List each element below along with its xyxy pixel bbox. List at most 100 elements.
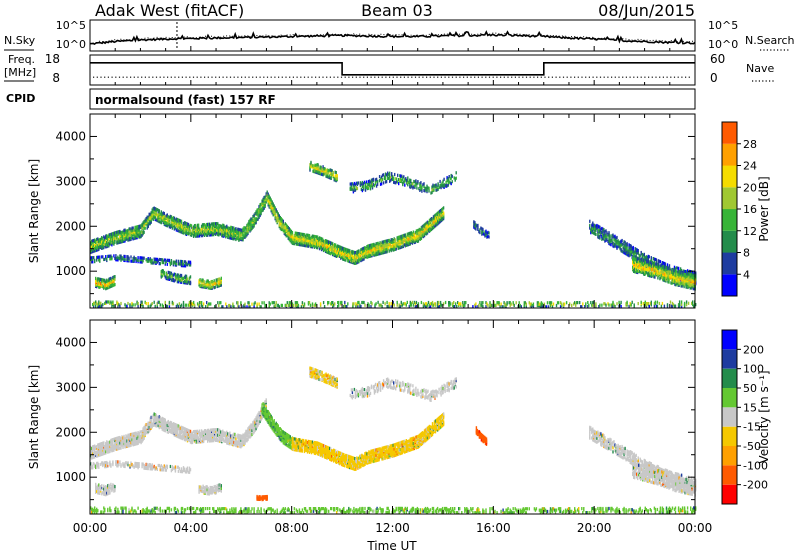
power-cell <box>175 224 178 228</box>
power-cell <box>175 228 178 232</box>
power-cell <box>228 226 230 230</box>
power-cell <box>205 224 207 228</box>
power-cell <box>227 234 229 238</box>
power-cell <box>261 301 263 305</box>
power-cell <box>113 304 115 308</box>
power-cell <box>178 218 181 222</box>
power-cell <box>117 233 119 237</box>
power-cell <box>116 233 118 237</box>
power-cell <box>201 227 204 231</box>
power-cell <box>242 236 244 241</box>
power-cell <box>177 229 180 233</box>
power-cell <box>167 215 169 219</box>
power-cell <box>123 236 125 241</box>
power-cell <box>310 160 312 164</box>
power-cell <box>356 186 359 191</box>
power-cell <box>637 257 639 261</box>
nsearch-right-ticks: 10^5 10^0 <box>708 19 738 51</box>
power-cell <box>174 218 177 222</box>
power-cell <box>231 226 233 230</box>
power-cell <box>117 237 119 241</box>
power-cell <box>122 230 124 234</box>
power-cell <box>385 180 388 184</box>
power-cell <box>134 303 136 307</box>
nsky-label: N.Sky <box>4 34 36 47</box>
nsky-tick-high: 10^5 <box>56 19 86 32</box>
power-cell <box>266 193 268 197</box>
power-cell <box>215 228 217 232</box>
power-cell <box>225 225 227 229</box>
power-cell <box>115 254 117 258</box>
power-cell <box>232 233 234 237</box>
power-cell <box>643 252 645 256</box>
power-cell <box>237 227 239 231</box>
power-cell <box>250 228 252 232</box>
power-cell <box>103 239 105 243</box>
power-cell <box>148 212 150 216</box>
power-cell <box>100 244 102 248</box>
power-cell <box>94 238 96 242</box>
power-cell <box>249 218 251 222</box>
power-cell <box>601 303 603 307</box>
power-cell <box>344 300 346 305</box>
power-cell <box>147 215 149 219</box>
power-cell <box>108 233 110 237</box>
power-cell <box>124 228 126 232</box>
power-cell <box>257 212 259 216</box>
power-cell <box>145 302 147 306</box>
power-cell <box>144 218 146 222</box>
power-cell <box>137 256 139 260</box>
power-cell <box>588 303 590 307</box>
power-cell <box>577 301 579 305</box>
power-cell <box>119 235 121 239</box>
power-cell <box>451 174 453 178</box>
power-cell <box>230 225 232 229</box>
power-cell <box>243 226 245 230</box>
power-cell <box>240 301 242 305</box>
power-cell <box>171 217 174 221</box>
power-cell <box>254 217 256 221</box>
power-cell <box>116 236 118 240</box>
power-cell <box>136 225 138 229</box>
power-cell <box>371 302 373 306</box>
power-cell <box>404 183 406 187</box>
power-cell <box>107 237 109 242</box>
power-cell <box>609 234 611 238</box>
power-cell <box>177 225 180 229</box>
power-cell <box>260 208 262 212</box>
power-cell <box>136 232 138 236</box>
power-cell <box>179 219 182 223</box>
power-cell <box>176 227 179 231</box>
power-cell <box>163 211 165 216</box>
power-cell <box>237 301 239 305</box>
power-cell <box>382 181 385 185</box>
power-cell <box>113 231 115 235</box>
power-cell <box>121 230 123 234</box>
power-cell <box>164 300 166 304</box>
power-cell <box>368 303 370 307</box>
power-cell <box>437 182 439 186</box>
power-cell <box>241 228 243 232</box>
power-cell <box>139 231 141 235</box>
power-cell <box>563 302 566 306</box>
power-cell <box>239 228 241 232</box>
nsearch-tick-high: 10^5 <box>708 19 738 32</box>
power-cell <box>220 224 222 228</box>
power-cell <box>156 208 158 212</box>
power-cell <box>416 186 418 190</box>
power-cell <box>149 215 151 219</box>
power-cell <box>251 217 253 221</box>
power-cell <box>423 182 425 186</box>
power-cell <box>223 230 225 234</box>
power-cell <box>262 201 264 205</box>
power-cell <box>255 210 257 214</box>
power-cell <box>200 301 203 305</box>
power-cell <box>160 217 162 221</box>
power-cell <box>268 194 270 198</box>
nave-label: Nave <box>746 62 774 75</box>
power-cell <box>97 240 99 244</box>
power-cell <box>163 214 165 218</box>
power-cell <box>140 233 142 237</box>
power-cell <box>227 229 229 233</box>
power-cell <box>102 237 104 241</box>
